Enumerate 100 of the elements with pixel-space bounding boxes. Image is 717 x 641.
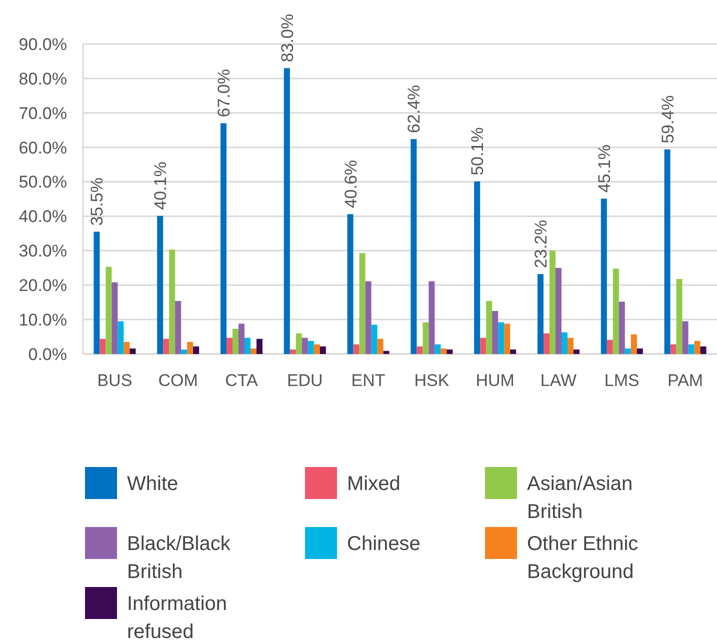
x-tick-label: CTA	[225, 371, 259, 390]
bar	[664, 149, 670, 354]
legend-label: Mixed	[347, 473, 400, 495]
legend-label: Information refused	[127, 593, 228, 641]
x-tick-label: LMS	[604, 371, 640, 390]
y-tick-label: 50.0%	[18, 172, 67, 192]
bar	[504, 324, 510, 354]
bar	[440, 348, 447, 354]
bar	[676, 278, 682, 354]
bar	[486, 300, 492, 354]
data-label: 67.0%	[214, 69, 234, 118]
x-tick-label: EDU	[286, 371, 323, 390]
data-label: 50.1%	[468, 127, 488, 176]
bar	[181, 350, 188, 354]
y-tick-label: 0.0%	[28, 344, 67, 364]
legend-label: Chinese	[347, 533, 420, 555]
bar	[422, 322, 429, 354]
bar	[226, 338, 232, 354]
bar	[510, 350, 516, 354]
bar	[600, 198, 607, 354]
data-label: 23.2%	[532, 220, 550, 268]
bar	[256, 338, 262, 354]
bar	[606, 340, 613, 354]
bar	[118, 321, 124, 354]
y-tick-label: 60.0%	[18, 138, 67, 158]
bar	[574, 350, 580, 354]
bar	[480, 338, 486, 354]
bar	[296, 333, 302, 354]
bar	[371, 324, 378, 354]
bar	[434, 344, 441, 354]
bar	[562, 332, 568, 354]
legend-label: Asian/Asian British	[527, 473, 633, 523]
bar	[630, 334, 637, 354]
bar	[175, 300, 182, 354]
bar	[320, 346, 326, 354]
bar	[314, 344, 320, 354]
legend-label: White	[127, 473, 178, 495]
bar	[618, 302, 625, 354]
y-tick-label: 40.0%	[18, 207, 67, 226]
data-label: 62.4%	[404, 84, 424, 134]
bar	[157, 216, 164, 354]
bar	[106, 266, 112, 354]
bar	[544, 333, 550, 354]
bar	[383, 350, 390, 354]
data-label: 35.5%	[88, 178, 107, 226]
x-tick-label: LAW	[540, 371, 577, 390]
bar	[624, 348, 631, 354]
data-label: 45.1%	[594, 144, 614, 193]
bar	[670, 344, 676, 354]
bar	[694, 340, 700, 354]
bar	[308, 340, 314, 354]
bar	[538, 274, 544, 354]
bar	[492, 310, 498, 354]
legend-label: Black/Black British	[127, 533, 232, 583]
bar	[94, 232, 100, 354]
x-tick-label: PAM	[668, 371, 704, 390]
bar	[550, 250, 556, 354]
bar	[238, 324, 244, 354]
x-tick-label: ENT	[351, 371, 386, 390]
data-label: 40.1%	[151, 162, 170, 210]
y-tick-label: 70.0%	[18, 104, 67, 123]
bar	[556, 268, 562, 354]
bar	[688, 344, 694, 354]
bar	[302, 338, 308, 354]
legend-label: Other Ethnic Background	[527, 533, 638, 583]
x-tick-label: HSK	[414, 371, 450, 390]
bar	[636, 348, 643, 354]
x-tick-label: BUS	[97, 371, 132, 390]
bar	[377, 338, 384, 354]
y-tick-label: 10.0%	[18, 310, 67, 330]
bar	[124, 342, 130, 354]
bar	[100, 338, 106, 354]
x-tick-label: COM	[158, 371, 198, 390]
bar	[365, 281, 372, 354]
y-tick-label: 20.0%	[18, 276, 67, 296]
bar	[169, 250, 176, 354]
y-tick-label: 30.0%	[18, 242, 67, 261]
bar	[612, 268, 619, 354]
y-tick-label: 90.0%	[18, 34, 67, 54]
bar	[568, 338, 574, 354]
bar	[220, 123, 226, 354]
bar	[290, 350, 296, 354]
bar	[682, 321, 688, 354]
bar	[410, 139, 417, 354]
bar	[130, 348, 136, 354]
data-label: 40.6%	[341, 160, 360, 208]
bar	[112, 282, 118, 354]
bar	[428, 281, 435, 354]
bar	[284, 68, 290, 354]
bar	[474, 181, 480, 354]
y-tick-label: 80.0%	[18, 69, 67, 88]
bar	[416, 346, 423, 354]
bar	[359, 253, 366, 354]
bar	[193, 346, 200, 354]
bar	[232, 328, 238, 354]
bar	[353, 344, 360, 354]
bar	[700, 346, 706, 354]
bar	[347, 214, 354, 354]
bar	[250, 348, 256, 354]
x-tick-label: HUM	[476, 371, 514, 390]
